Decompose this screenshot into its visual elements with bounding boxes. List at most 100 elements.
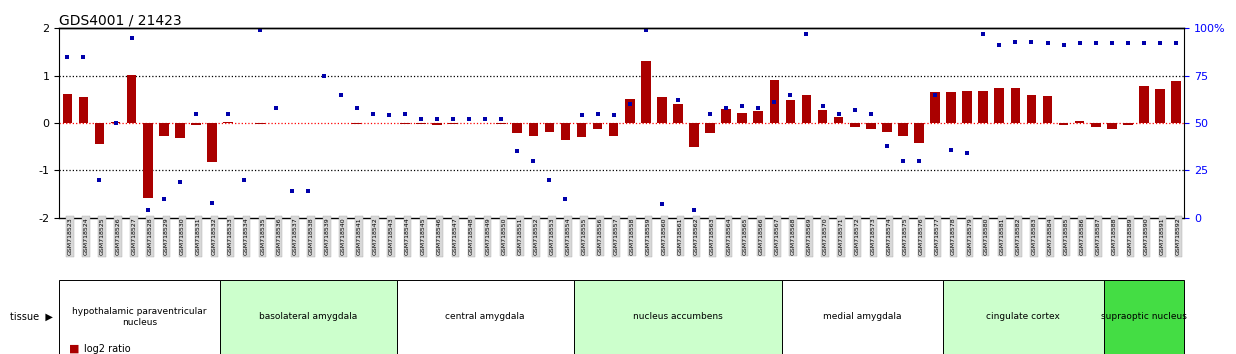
Point bbox=[942, 147, 962, 152]
Bar bbox=[449, 123, 457, 124]
Text: GSM718550: GSM718550 bbox=[502, 218, 507, 255]
Point bbox=[1086, 41, 1106, 46]
Text: tissue  ▶: tissue ▶ bbox=[10, 312, 53, 322]
Text: GSM718539: GSM718539 bbox=[324, 218, 330, 256]
Bar bbox=[1091, 123, 1100, 127]
Text: GSM718547: GSM718547 bbox=[452, 218, 459, 256]
FancyBboxPatch shape bbox=[220, 280, 397, 354]
Text: central amygdala: central amygdala bbox=[445, 312, 525, 321]
Point bbox=[138, 207, 158, 213]
Bar bbox=[899, 123, 907, 136]
Bar bbox=[240, 122, 248, 123]
Bar bbox=[834, 117, 843, 123]
Text: GSM718569: GSM718569 bbox=[806, 218, 812, 255]
Point bbox=[331, 92, 351, 97]
Point bbox=[154, 196, 174, 202]
Text: GSM718533: GSM718533 bbox=[227, 218, 234, 256]
FancyBboxPatch shape bbox=[943, 280, 1104, 354]
Bar bbox=[417, 123, 425, 125]
Bar bbox=[658, 97, 666, 123]
Text: hypothalamic paraventricular
nucleus: hypothalamic paraventricular nucleus bbox=[73, 307, 206, 326]
Bar bbox=[545, 123, 554, 132]
Point bbox=[813, 103, 833, 109]
Bar bbox=[850, 123, 859, 127]
Text: GSM718585: GSM718585 bbox=[1063, 218, 1069, 255]
Text: GSM718584: GSM718584 bbox=[1048, 218, 1053, 255]
Point bbox=[1103, 41, 1122, 46]
Text: GSM718561: GSM718561 bbox=[677, 218, 684, 255]
Text: GSM718562: GSM718562 bbox=[693, 218, 700, 255]
Text: GSM718582: GSM718582 bbox=[1015, 218, 1021, 255]
Bar bbox=[400, 123, 409, 124]
Text: GSM718527: GSM718527 bbox=[131, 218, 137, 256]
FancyBboxPatch shape bbox=[59, 280, 220, 354]
Text: GSM718544: GSM718544 bbox=[405, 218, 410, 256]
Text: GSM718571: GSM718571 bbox=[838, 218, 844, 255]
Text: GSM718559: GSM718559 bbox=[645, 218, 651, 255]
Point bbox=[171, 179, 190, 184]
Text: GSM718529: GSM718529 bbox=[163, 218, 169, 256]
Text: GSM718560: GSM718560 bbox=[662, 218, 667, 255]
Text: GDS4001 / 21423: GDS4001 / 21423 bbox=[59, 13, 182, 27]
Text: cingulate cortex: cingulate cortex bbox=[986, 312, 1060, 321]
Point bbox=[797, 31, 817, 37]
Text: GSM718575: GSM718575 bbox=[902, 218, 908, 255]
Bar bbox=[513, 123, 522, 133]
Point bbox=[685, 207, 705, 213]
Bar bbox=[818, 110, 827, 123]
Point bbox=[492, 116, 512, 122]
Text: GSM718543: GSM718543 bbox=[388, 218, 394, 256]
Bar bbox=[722, 109, 730, 123]
FancyBboxPatch shape bbox=[397, 280, 574, 354]
Point bbox=[861, 111, 881, 116]
Point bbox=[1006, 39, 1026, 44]
Text: GSM718536: GSM718536 bbox=[277, 218, 282, 255]
Point bbox=[845, 107, 865, 113]
Bar bbox=[1059, 123, 1068, 125]
Bar bbox=[368, 123, 377, 124]
Text: GSM718542: GSM718542 bbox=[373, 218, 378, 256]
Point bbox=[1070, 41, 1090, 46]
Point bbox=[1151, 41, 1170, 46]
Text: GSM718572: GSM718572 bbox=[854, 218, 860, 256]
Bar bbox=[352, 123, 361, 124]
Text: GSM718549: GSM718549 bbox=[485, 218, 491, 256]
Point bbox=[282, 188, 303, 194]
Point bbox=[508, 149, 528, 154]
Point bbox=[653, 202, 672, 207]
Text: GSM718557: GSM718557 bbox=[613, 218, 619, 255]
Point bbox=[925, 92, 946, 97]
Text: basolateral amygdala: basolateral amygdala bbox=[260, 312, 357, 321]
Text: ■: ■ bbox=[69, 344, 79, 354]
FancyBboxPatch shape bbox=[574, 280, 782, 354]
Text: GSM718576: GSM718576 bbox=[918, 218, 925, 255]
Point bbox=[892, 158, 912, 164]
Bar bbox=[770, 80, 779, 123]
Point bbox=[1054, 42, 1074, 48]
Text: GSM718552: GSM718552 bbox=[534, 218, 539, 255]
Point bbox=[749, 105, 769, 111]
Text: GSM718567: GSM718567 bbox=[774, 218, 780, 255]
Point bbox=[379, 113, 399, 118]
Text: GSM718537: GSM718537 bbox=[292, 218, 298, 256]
Bar bbox=[481, 123, 489, 124]
Text: GSM718578: GSM718578 bbox=[952, 218, 957, 255]
Point bbox=[910, 158, 929, 164]
Bar bbox=[738, 113, 747, 123]
Bar bbox=[561, 123, 570, 139]
Bar bbox=[1043, 96, 1052, 123]
Text: GSM718589: GSM718589 bbox=[1127, 218, 1133, 255]
Text: GSM718553: GSM718553 bbox=[549, 218, 555, 255]
Text: GSM718551: GSM718551 bbox=[517, 218, 523, 255]
Bar bbox=[1124, 123, 1132, 125]
Text: GSM718531: GSM718531 bbox=[195, 218, 201, 255]
Text: GSM718538: GSM718538 bbox=[308, 218, 314, 255]
Text: GSM718586: GSM718586 bbox=[1080, 218, 1085, 255]
Text: GSM718579: GSM718579 bbox=[967, 218, 973, 256]
Bar bbox=[127, 75, 136, 123]
Point bbox=[717, 105, 737, 111]
Text: GSM718535: GSM718535 bbox=[261, 218, 266, 255]
Bar bbox=[706, 123, 714, 133]
Text: GSM718565: GSM718565 bbox=[742, 218, 748, 255]
Bar bbox=[915, 123, 923, 143]
